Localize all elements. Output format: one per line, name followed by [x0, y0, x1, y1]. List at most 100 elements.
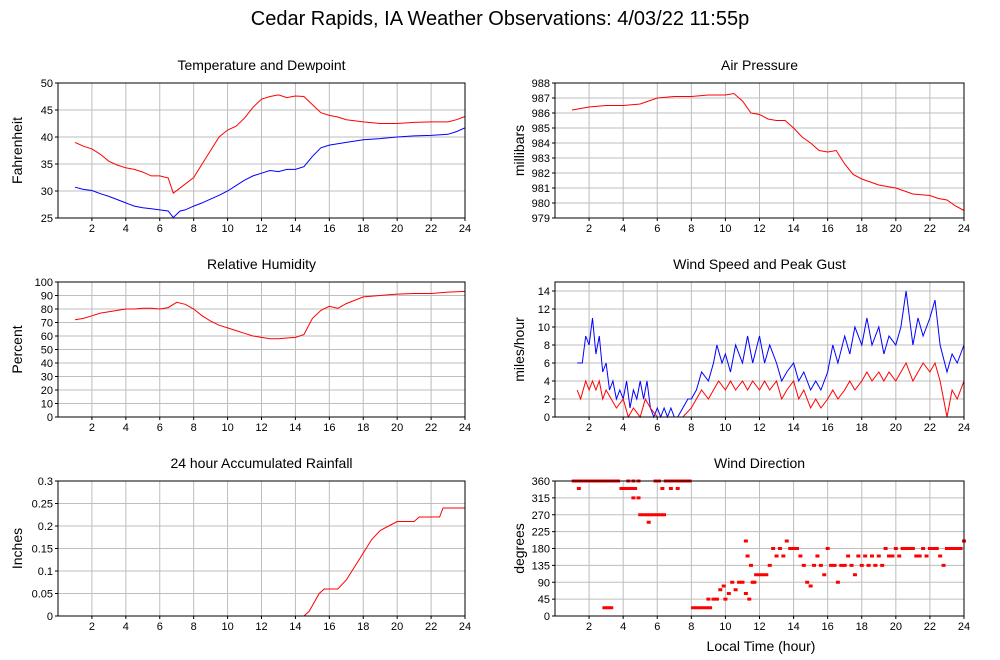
y-tick-label: 4: [544, 376, 550, 388]
x-tick-label: 16: [822, 621, 834, 633]
y-tick-label: 0: [544, 611, 550, 623]
data-point: [767, 563, 772, 567]
y-tick-label: 983: [532, 153, 550, 165]
x-tick-label: 14: [289, 223, 301, 235]
data-point: [708, 606, 713, 610]
data-point: [655, 513, 660, 517]
data-point: [733, 588, 738, 592]
series-line-red: [74, 94, 466, 195]
series-line-red: [571, 92, 965, 211]
x-tick-label: 4: [123, 223, 129, 235]
data-point: [822, 573, 827, 577]
data-point: [801, 563, 806, 567]
x-tick-label: 10: [719, 223, 731, 235]
data-point: [880, 563, 885, 567]
data-point: [829, 563, 834, 567]
data-point: [760, 573, 765, 577]
data-point: [701, 606, 706, 610]
x-tick-label: 10: [221, 422, 233, 434]
data-point: [832, 563, 837, 567]
chart-title: Relative Humidity: [207, 256, 316, 272]
y-tick-label: 0.05: [32, 589, 53, 601]
data-point: [825, 547, 830, 550]
data-point: [910, 547, 915, 550]
data-point: [774, 554, 779, 558]
data-point: [691, 606, 696, 610]
y-tick-label: 315: [532, 493, 550, 505]
x-tick-label: 20: [890, 422, 902, 434]
x-tick-label: 22: [425, 621, 437, 633]
x-tick-label: 18: [357, 223, 369, 235]
y-tick-label: 984: [532, 138, 550, 150]
y-axis-label: Percent: [9, 325, 25, 373]
data-point: [900, 547, 905, 550]
data-point: [747, 597, 752, 601]
y-tick-label: 985: [532, 123, 550, 135]
series-line-red: [74, 290, 466, 340]
y-tick-label: 25: [41, 213, 53, 225]
data-point: [938, 554, 943, 558]
data-point: [815, 554, 820, 558]
data-point: [917, 554, 922, 558]
x-tick-label: 14: [289, 621, 301, 633]
x-tick-label: 10: [719, 422, 731, 434]
data-point: [890, 554, 895, 558]
x-tick-label: 24: [958, 223, 970, 235]
x-tick-label: 4: [123, 621, 129, 633]
y-tick-label: 0.25: [32, 499, 53, 511]
series-line-blue: [74, 127, 466, 219]
data-point: [633, 487, 638, 490]
data-point: [706, 597, 711, 601]
plot-frame: [57, 480, 466, 617]
y-tick-label: 80: [41, 304, 53, 316]
x-tick-label: 6: [654, 422, 660, 434]
data-point: [609, 606, 614, 610]
data-point: [958, 547, 963, 550]
data-point: [697, 606, 702, 610]
y-axis-label: millibars: [511, 125, 527, 176]
data-point: [622, 487, 627, 490]
y-tick-label: 180: [532, 544, 550, 556]
data-point: [924, 554, 929, 558]
data-point: [781, 554, 786, 558]
y-tick-label: 988: [532, 78, 550, 90]
y-tick-label: 0.2: [38, 521, 53, 533]
data-point: [927, 547, 932, 550]
x-tick-label: 20: [391, 223, 403, 235]
data-point: [619, 487, 624, 490]
y-tick-label: 40: [41, 358, 53, 370]
data-point: [798, 554, 803, 558]
x-tick-label: 10: [221, 621, 233, 633]
x-tick-label: 16: [822, 422, 834, 434]
y-tick-label: 35: [41, 159, 53, 171]
y-tick-label: 0: [47, 611, 53, 623]
x-tick-label: 12: [255, 422, 267, 434]
x-tick-label: 22: [924, 223, 936, 235]
data-point: [668, 487, 673, 490]
x-tick-label: 18: [856, 422, 868, 434]
x-tick-label: 6: [157, 422, 163, 434]
plot-frame: [57, 281, 466, 418]
data-point: [704, 606, 709, 610]
x-tick-label: 2: [586, 223, 592, 235]
data-point: [818, 563, 823, 567]
x-tick-label: 4: [123, 422, 129, 434]
chart-title: 24 hour Accumulated Rainfall: [170, 455, 352, 471]
data-point: [883, 547, 888, 550]
y-tick-label: 0.15: [32, 544, 53, 556]
data-point: [771, 547, 776, 550]
x-tick-label: 20: [391, 621, 403, 633]
y-tick-label: 6: [544, 358, 550, 370]
x-tick-label: 8: [191, 621, 197, 633]
data-point: [951, 547, 956, 550]
data-point: [839, 563, 844, 567]
x-tick-label: 18: [357, 422, 369, 434]
x-tick-label: 4: [620, 422, 626, 434]
x-tick-label: 12: [255, 223, 267, 235]
y-tick-label: 20: [41, 385, 53, 397]
data-point: [662, 513, 667, 517]
x-tick-label: 6: [157, 223, 163, 235]
